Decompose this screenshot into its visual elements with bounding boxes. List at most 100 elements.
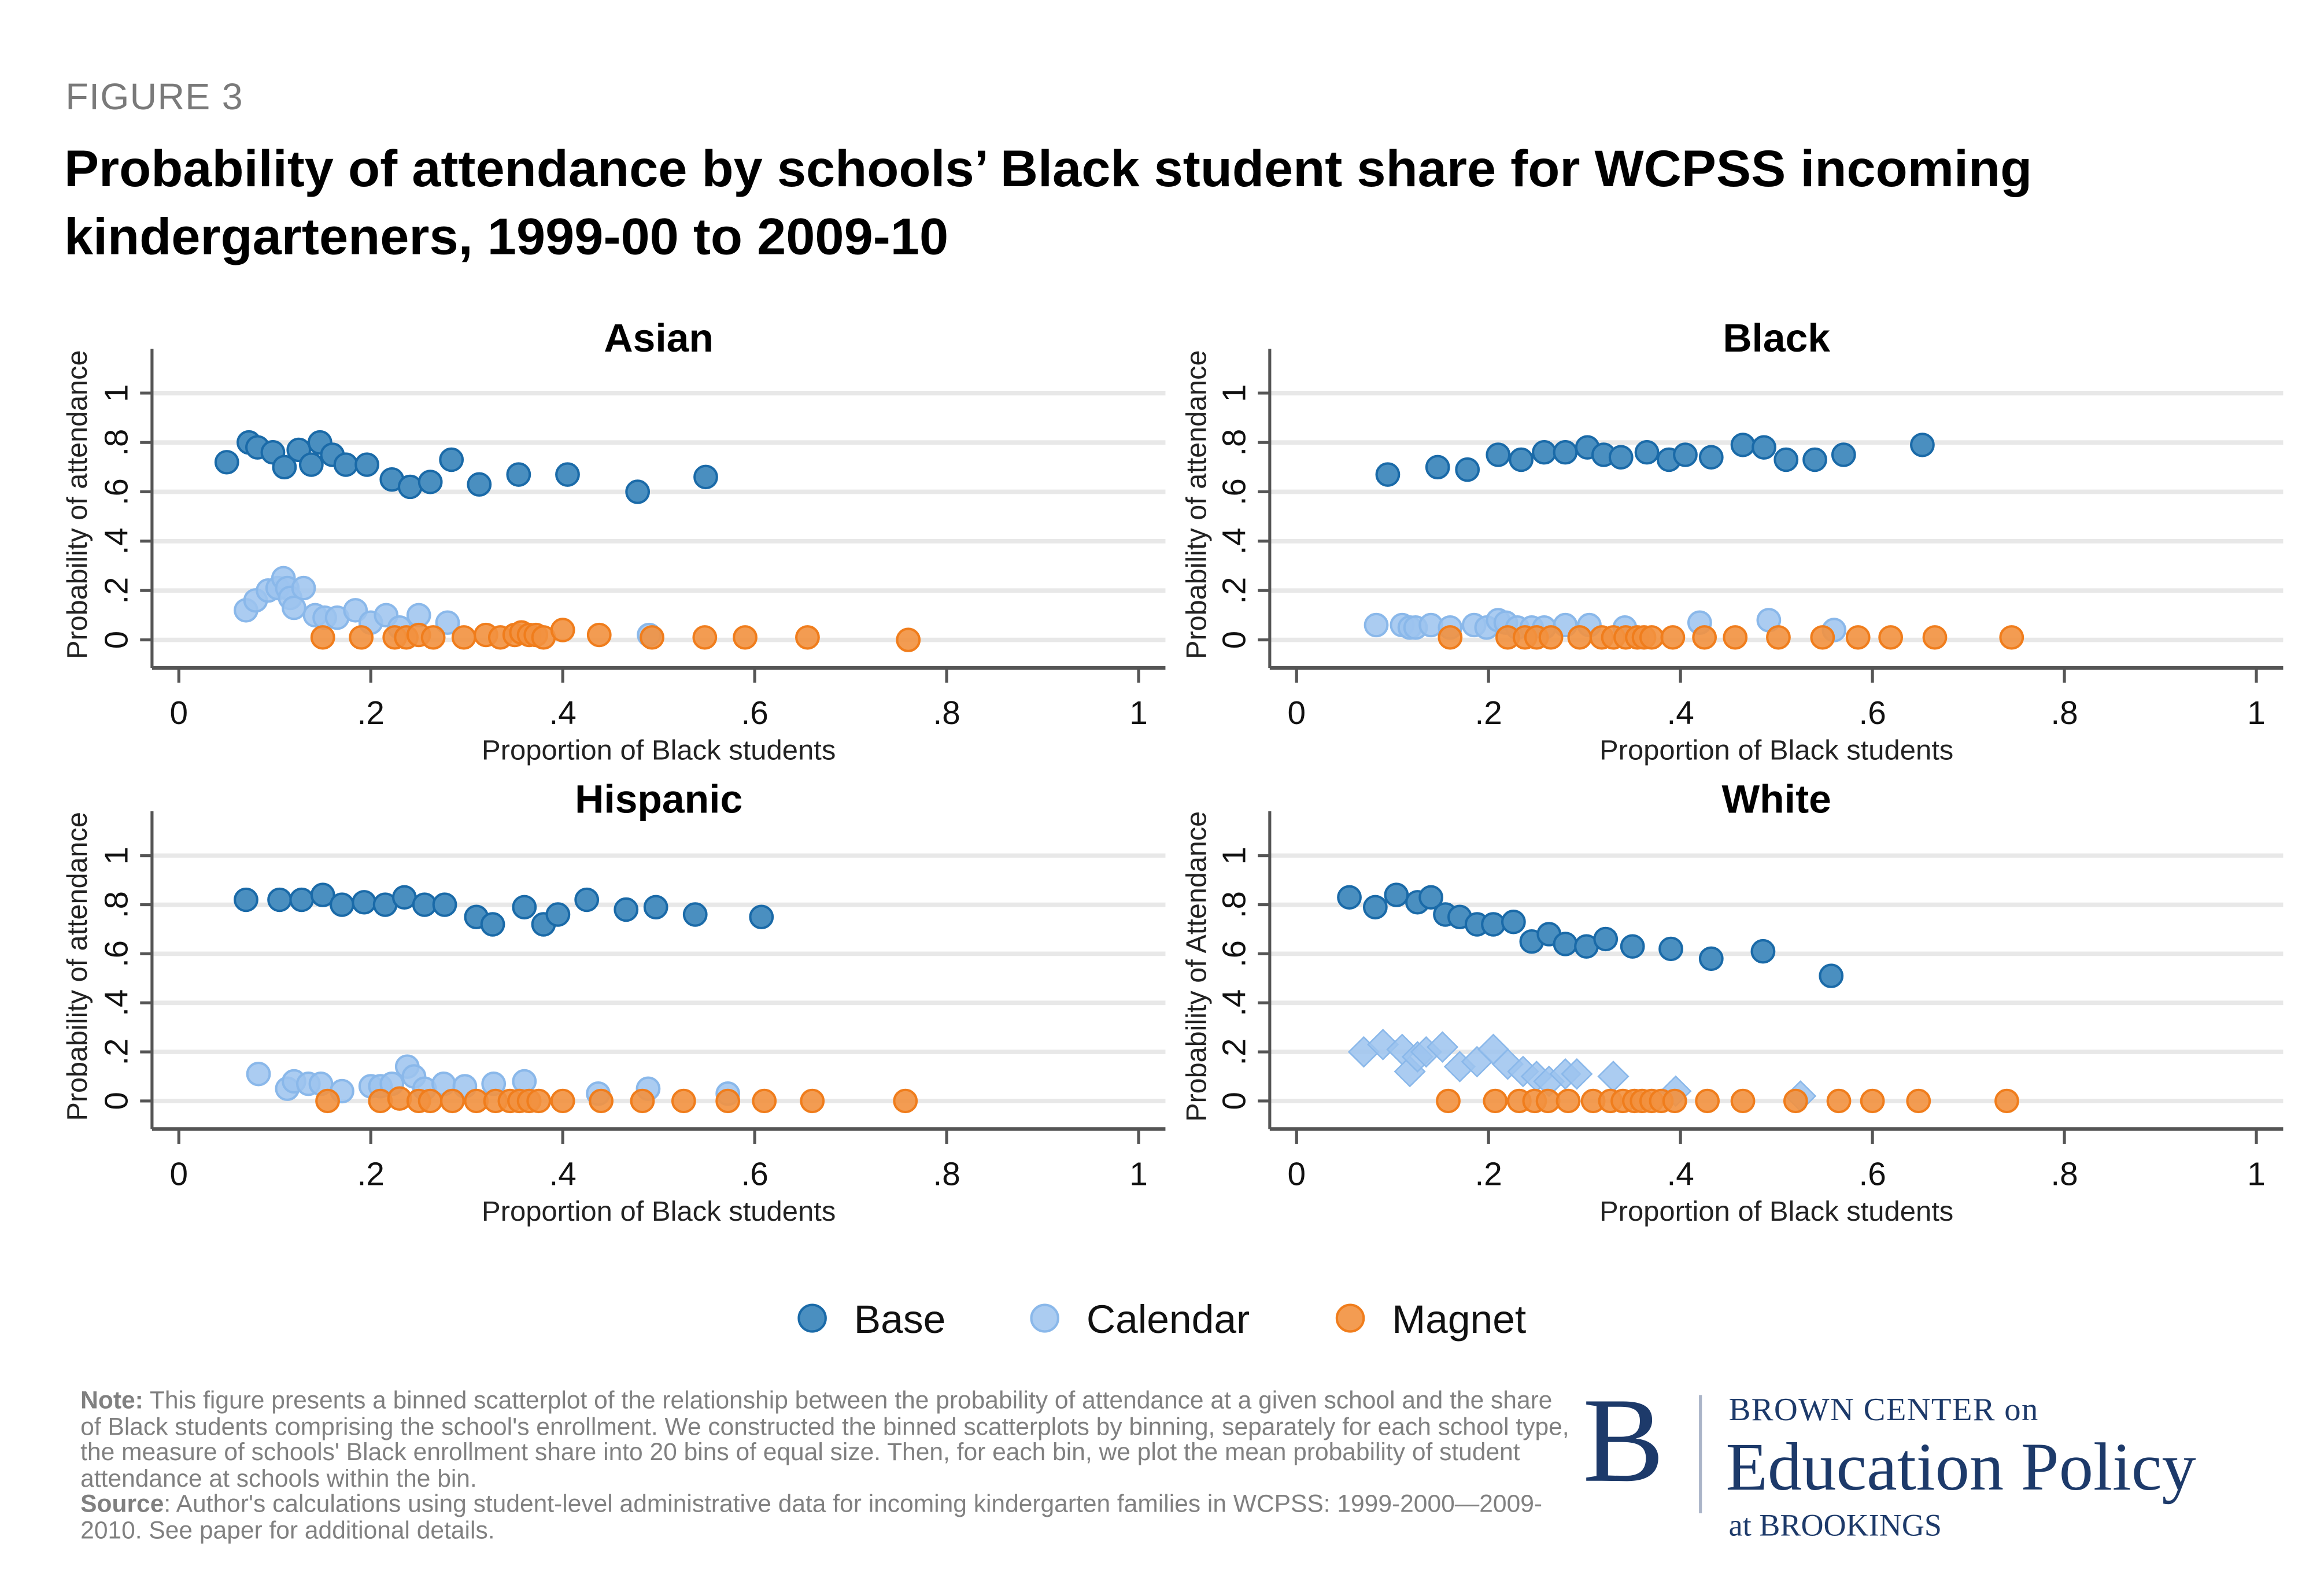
point-magnet-0: [310, 625, 335, 650]
point-base-6: [1553, 440, 1578, 465]
point-base-16: [614, 897, 639, 922]
y-tick-label: .2: [1215, 1039, 1252, 1066]
y-tick-label: 0: [1215, 1092, 1252, 1110]
point-base-2: [289, 887, 315, 912]
point-magnet-12: [550, 1088, 575, 1114]
point-base-9: [1501, 910, 1526, 934]
point-magnet-5: [1567, 625, 1593, 650]
point-magnet-18: [1860, 1088, 1885, 1114]
y-tick-label: 0: [98, 631, 134, 649]
point-base-6: [298, 452, 324, 477]
point-base-16: [1773, 447, 1799, 472]
point-magnet-15: [586, 622, 612, 648]
point-base-16: [1658, 936, 1683, 962]
point-base-9: [1608, 445, 1634, 470]
y-tick-label: .8: [98, 891, 134, 918]
point-magnet-18: [1878, 625, 1904, 650]
point-calendar-17: [435, 610, 460, 635]
x-tick-label: .8: [933, 1156, 960, 1192]
point-base-15: [1752, 435, 1776, 460]
figure-title: Probability of attendance by schools’ Bl…: [64, 140, 2033, 267]
x-tick-label: .8: [2050, 1156, 2078, 1192]
point-calendar-8: [291, 575, 316, 601]
point-base-15: [574, 887, 600, 912]
y-tick-label: .2: [98, 1039, 134, 1066]
point-base-19: [693, 464, 718, 490]
point-base-0: [234, 887, 258, 912]
series-base: [214, 430, 718, 504]
y-axis-label: Probability of Attendance: [1181, 811, 1212, 1122]
y-tick-label: 1: [98, 384, 134, 402]
point-magnet-0: [1436, 1088, 1461, 1114]
x-tick-label: 1: [2247, 694, 2266, 731]
point-base-9: [432, 892, 457, 917]
series-base: [234, 882, 774, 937]
point-calendar-15: [1561, 1058, 1593, 1090]
y-tick-label: 1: [1215, 847, 1252, 864]
point-magnet-13: [1662, 1088, 1687, 1114]
y-tick-label: .6: [1215, 940, 1252, 967]
point-magnet-1: [1483, 1088, 1508, 1114]
point-base-18: [1831, 442, 1856, 467]
point-magnet-4: [417, 1088, 443, 1114]
point-base-9: [333, 452, 359, 477]
x-tick-label: .4: [549, 694, 577, 731]
point-base-15: [1620, 934, 1645, 959]
y-tick-label: .6: [1215, 478, 1252, 505]
point-base-10: [354, 452, 379, 477]
point-base-1: [267, 887, 292, 912]
point-magnet-19: [795, 625, 820, 650]
x-axis-label: Proportion of Black students: [1599, 735, 1953, 766]
point-magnet-11: [1639, 625, 1664, 650]
point-magnet-16: [640, 625, 664, 650]
point-base-1: [1362, 895, 1388, 919]
point-magnet-19: [1922, 625, 1948, 650]
series-base: [1337, 882, 1844, 988]
legend: Base Calendar Magnet: [797, 1296, 1526, 1342]
point-magnet-14: [630, 1088, 655, 1114]
x-tick-label: .8: [2050, 694, 2078, 731]
point-base-12: [512, 895, 537, 919]
source-text: : Author's calculations using student-le…: [80, 1491, 1543, 1545]
point-magnet-6: [451, 625, 476, 650]
panel-asian: Asian 0 .2 .4 .6 .8 1 0 .2 .4 .6 .8 1 Proportion of B…: [62, 315, 1166, 766]
point-base-4: [330, 892, 354, 917]
point-calendar-16: [1597, 1061, 1630, 1092]
x-tick-label: .8: [933, 694, 960, 731]
x-tick-label: 0: [1287, 694, 1306, 731]
legend-item-base: Base: [797, 1296, 945, 1342]
point-magnet-17: [752, 1088, 777, 1114]
point-magnet-14: [1695, 1088, 1720, 1114]
y-tick-label: .6: [98, 940, 134, 967]
point-magnet-14: [1723, 625, 1748, 650]
legend-label: Calendar: [1087, 1296, 1250, 1342]
point-base-17: [1698, 946, 1724, 971]
point-base-18: [682, 902, 708, 927]
point-magnet-17: [1826, 1088, 1852, 1114]
y-tick-label: .4: [1215, 527, 1252, 555]
point-magnet-13: [1692, 625, 1717, 650]
x-tick-label: .2: [1475, 694, 1502, 731]
y-tick-label: .8: [1215, 429, 1252, 456]
point-magnet-14: [550, 618, 575, 642]
point-base-12: [1673, 442, 1698, 467]
series-magnet: [310, 618, 921, 652]
brown-center-logo: B BROWN CENTER on Education Policy at BR…: [1583, 1375, 2298, 1567]
series-base: [1375, 433, 1935, 487]
point-magnet-1: [349, 625, 374, 650]
point-magnet-12: [1660, 625, 1686, 650]
point-base-17: [643, 895, 668, 919]
x-tick-label: .4: [549, 1156, 577, 1192]
point-magnet-15: [1766, 625, 1791, 650]
series-calendar: [1347, 1028, 1817, 1112]
point-magnet-5: [439, 1088, 465, 1114]
x-tick-label: .6: [1858, 694, 1886, 731]
point-magnet-13: [589, 1088, 614, 1114]
point-base-14: [1593, 926, 1619, 952]
point-base-16: [506, 462, 531, 487]
panel-title: Hispanic: [575, 777, 742, 822]
point-base-17: [555, 462, 580, 487]
point-magnet-19: [1906, 1088, 1931, 1114]
